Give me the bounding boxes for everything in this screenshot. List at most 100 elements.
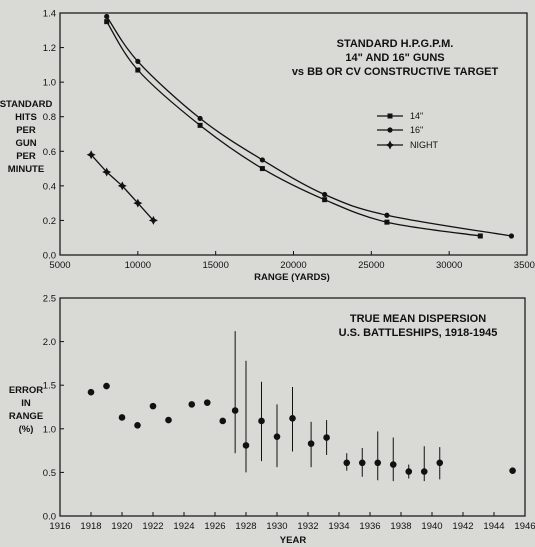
x-tick-label: 5000 (49, 260, 70, 271)
x-tick-label: 10000 (125, 260, 151, 271)
point-14in (259, 166, 265, 172)
y-tick-label: 1.0 (43, 424, 56, 435)
x-tick-label: 1942 (452, 521, 473, 532)
x-tick-label: 1922 (142, 521, 163, 532)
point-16in (508, 233, 515, 239)
point-night (86, 150, 96, 160)
data-point (258, 417, 265, 425)
legend-label: NIGHT (410, 140, 439, 150)
x-tick-label: 1928 (235, 521, 256, 532)
data-point (436, 459, 444, 467)
y-tick-label: 2.5 (43, 294, 56, 305)
y-axis-title-line: GUN (15, 138, 36, 149)
y-axis-title-line: STANDARD (0, 99, 52, 110)
x-tick-label: 25000 (358, 260, 384, 271)
x-tick-label: 1924 (173, 521, 194, 532)
x-tick-label: 20000 (280, 260, 306, 271)
point-16in (384, 212, 390, 218)
point-16in (259, 157, 265, 163)
data-point (231, 407, 239, 414)
point-14in (135, 67, 141, 73)
point-16in (197, 115, 203, 122)
data-point (323, 434, 330, 441)
x-tick-label: 1918 (80, 521, 101, 532)
series-line-1 (106, 16, 512, 237)
point-16in (135, 58, 141, 64)
x-tick-label: 1946 (514, 521, 535, 532)
x-tick-label: 1934 (328, 521, 349, 532)
data-point (149, 402, 157, 410)
data-point (405, 468, 413, 475)
data-point (103, 382, 110, 390)
data-point (420, 468, 428, 475)
data-point (165, 416, 172, 424)
x-tick-label: 1940 (421, 521, 442, 532)
plot-frame (59, 12, 528, 256)
data-point (118, 414, 126, 421)
y-tick-label: 0.6 (43, 147, 56, 158)
point-night (117, 181, 127, 191)
x-tick-label: 15000 (202, 260, 228, 271)
y-tick-label: 1.0 (43, 78, 56, 89)
point-14in (322, 197, 328, 203)
x-axis-title: RANGE (YARDS) (254, 272, 330, 283)
legend-marker-14in (387, 113, 393, 119)
point-night (133, 198, 143, 208)
data-point (374, 459, 382, 467)
data-point (134, 422, 141, 429)
y-tick-label: 1.4 (43, 9, 56, 20)
data-point (242, 442, 250, 449)
x-tick-label: 1926 (204, 521, 225, 532)
y-tick-label: 0.4 (43, 181, 56, 192)
y-tick-label: 1.5 (43, 381, 56, 392)
data-point (219, 417, 227, 425)
x-tick-label: 1938 (390, 521, 411, 532)
y-axis-title-line: PER (16, 151, 36, 162)
y-axis-title-line: MINUTE (8, 164, 44, 175)
point-16in (322, 191, 328, 198)
point-14in (477, 233, 483, 239)
chart-title-line: vs BB OR CV CONSTRUCTIVE TARGET (292, 66, 499, 78)
y-axis-title-line: IN (21, 398, 31, 409)
y-axis-title-line: (%) (19, 424, 34, 435)
y-tick-label: 0.2 (43, 216, 56, 227)
x-tick-label: 1944 (483, 521, 504, 532)
data-point (307, 440, 315, 447)
y-tick-label: 2.0 (43, 337, 56, 348)
plot-frame (59, 297, 526, 517)
x-tick-label: 30000 (436, 260, 462, 271)
y-tick-label: 0.8 (43, 112, 56, 123)
chart-title-line: TRUE MEAN DISPERSION (350, 313, 486, 325)
y-tick-label: 0.5 (43, 468, 56, 479)
point-night (148, 215, 158, 225)
data-point (87, 388, 95, 396)
data-point (273, 433, 281, 440)
point-night (102, 167, 112, 177)
chart-title-line: STANDARD H.P.G.P.M. (337, 38, 454, 50)
legend-label: 16" (410, 125, 423, 135)
data-point (389, 461, 397, 468)
x-tick-label: 1930 (266, 521, 287, 532)
chart-title-line: 14" AND 16" GUNS (345, 52, 444, 64)
y-axis-title-line: HITS (15, 112, 37, 123)
data-point (289, 415, 296, 422)
data-point (188, 401, 196, 408)
y-axis-title-line: PER (16, 125, 36, 136)
y-axis-title-line: ERROR (9, 385, 43, 396)
x-tick-label: 1920 (111, 521, 132, 532)
data-point (358, 459, 366, 467)
y-axis-title-line: RANGE (9, 411, 43, 422)
x-tick-label: 1936 (359, 521, 380, 532)
y-tick-label: 1.2 (43, 43, 56, 54)
legend-marker-16in (387, 127, 393, 133)
data-point (509, 467, 516, 474)
point-14in (197, 122, 203, 128)
legend-marker-night (385, 140, 395, 150)
x-tick-label: 1932 (297, 521, 318, 532)
data-point (343, 459, 351, 467)
x-tick-label: 1916 (49, 521, 70, 532)
